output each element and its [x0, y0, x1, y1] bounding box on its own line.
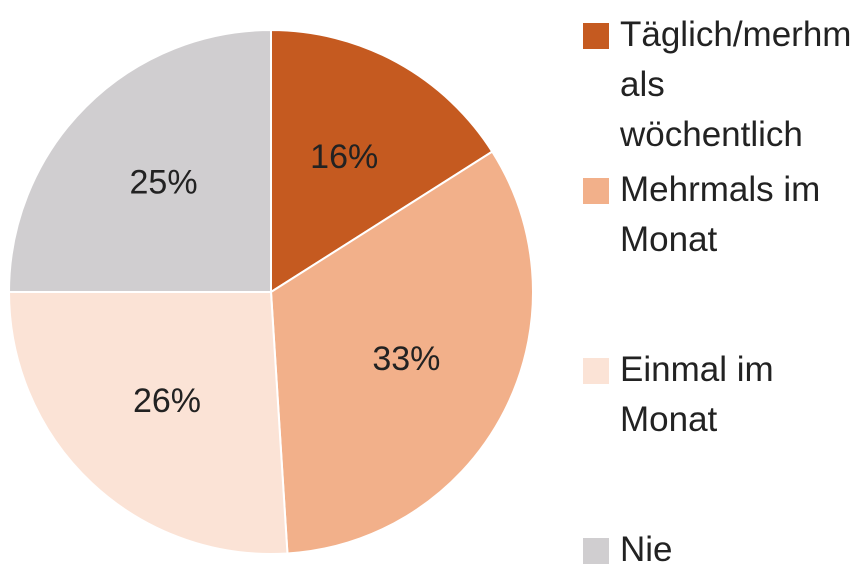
legend-label: Einmal im Monat [620, 350, 774, 439]
legend-label: Täglich/merhmals wöchentlich [620, 15, 852, 154]
data-label: 33% [372, 340, 440, 378]
data-label: 25% [130, 164, 198, 202]
pie-slice [270, 28, 494, 294]
chart: 16% 33% 26% 25% [7, 28, 534, 555]
pie-slice [7, 291, 289, 555]
data-label: 26% [133, 382, 201, 420]
data-label: 16% [310, 138, 378, 176]
pie-slice [269, 150, 534, 555]
legend-swatch [583, 23, 609, 49]
legend-label: Mehrmals im Monat [620, 170, 821, 259]
legend-swatch [583, 358, 609, 384]
legend-label: Nie [620, 530, 673, 569]
legend-swatch [583, 178, 609, 204]
pie-slice [7, 28, 272, 293]
legend-swatch [583, 538, 609, 564]
